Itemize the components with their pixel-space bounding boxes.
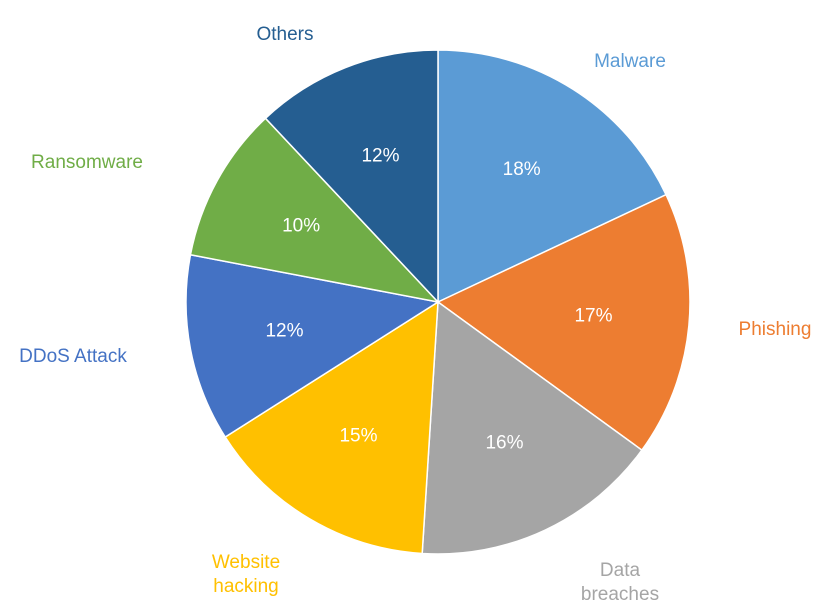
pie-slice-ddos-attack [185, 253, 441, 439]
category-label-malware: Malware [594, 51, 666, 72]
pie-slice-phishing [436, 193, 691, 452]
value-label-ddos-attack: 12% [265, 320, 303, 341]
pie-slice-ransomware [189, 117, 441, 304]
value-label-ransomware: 10% [282, 216, 320, 237]
category-label-line: Ransomware [31, 152, 143, 173]
category-label-phishing: Phishing [739, 319, 812, 340]
value-label-website-hacking: 15% [339, 426, 377, 447]
category-label-ddos-attack: DDoS Attack [19, 346, 127, 367]
category-label-line: Others [256, 24, 313, 45]
category-label-line: hacking [213, 576, 279, 597]
percentage-labels: 18% 17% 16% 15% 12% 10% 12% [265, 146, 612, 454]
category-label-line: Website [212, 552, 280, 573]
pie-slice-website-hacking [224, 300, 439, 555]
category-label-line: Malware [594, 51, 666, 72]
value-label-others: 12% [361, 146, 399, 167]
category-label-data-breaches: Data breaches [581, 560, 659, 605]
pie-slice-data-breaches [421, 300, 643, 555]
pie-slice-others [264, 49, 439, 304]
category-label-line: Data [600, 560, 641, 581]
category-label-others: Others [256, 24, 313, 45]
value-label-malware: 18% [503, 159, 541, 180]
value-label-data-breaches: 16% [485, 432, 523, 453]
category-label-ransomware: Ransomware [31, 152, 143, 173]
value-label-phishing: 17% [574, 306, 612, 327]
category-label-line: DDoS Attack [19, 346, 127, 367]
category-labels: Malware Phishing Data breaches Website hackin… [19, 24, 811, 605]
pie-slice-malware [437, 49, 668, 304]
pie-slices [185, 49, 691, 555]
category-label-line: breaches [581, 584, 659, 605]
category-label-line: Phishing [739, 319, 812, 340]
category-label-website-hacking: Website hacking [212, 552, 280, 597]
